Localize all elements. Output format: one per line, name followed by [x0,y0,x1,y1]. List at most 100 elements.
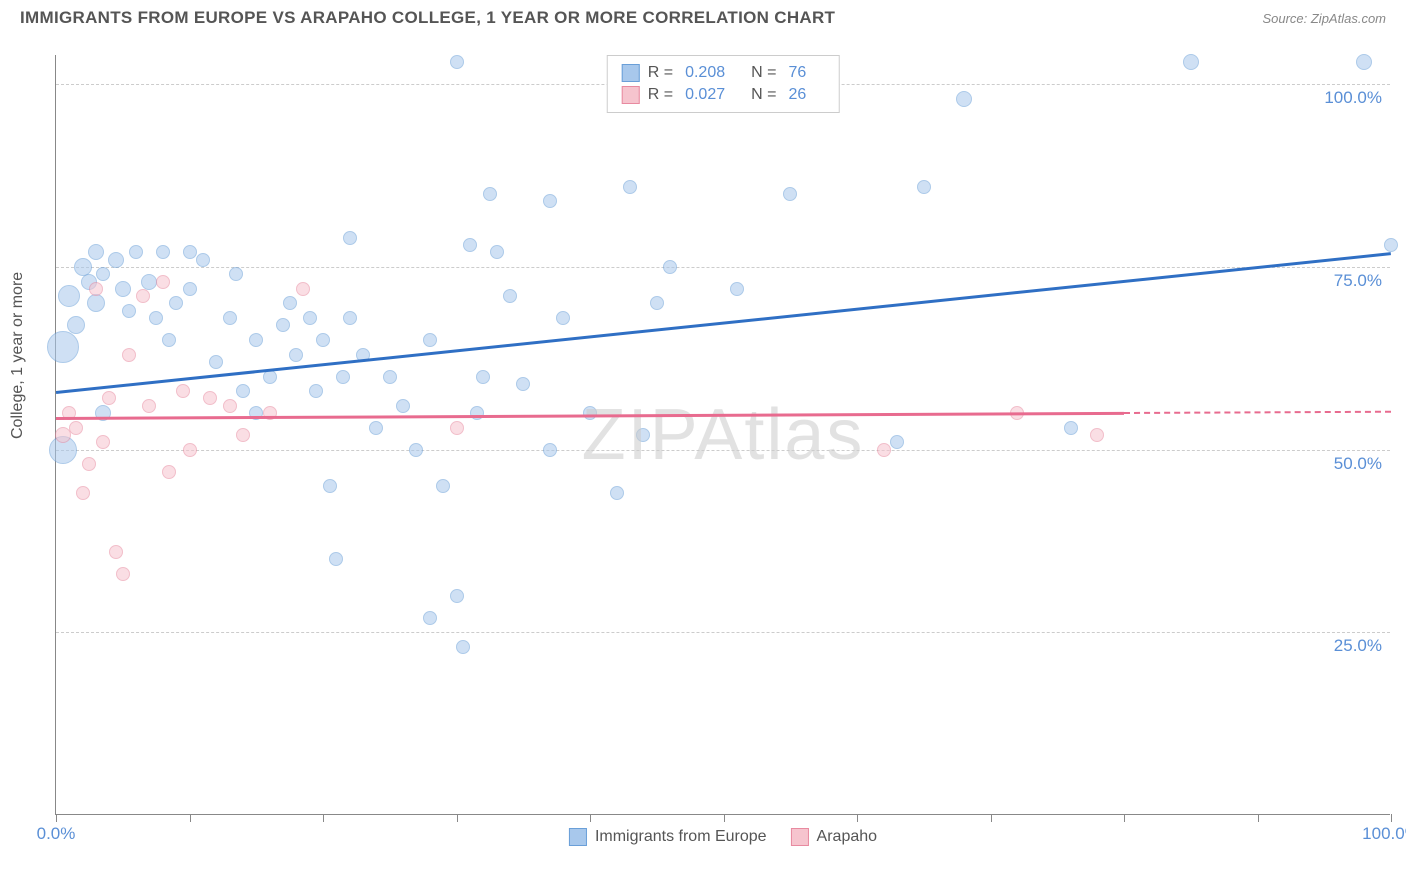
data-point [283,296,297,310]
legend-r-label: R = [648,86,673,104]
legend-series-label: Arapaho [817,828,878,846]
data-point [476,370,490,384]
data-point [162,465,176,479]
legend-series-item: Immigrants from Europe [569,828,767,846]
data-point [87,294,105,312]
data-point [122,304,136,318]
x-tick [457,814,458,822]
y-tick-label: 50.0% [1334,454,1382,474]
y-axis-label: College, 1 year or more [9,272,27,439]
x-tick [590,814,591,822]
x-tick [1258,814,1259,822]
data-point [109,545,123,559]
data-point [47,331,79,363]
data-point [450,589,464,603]
gridline [56,267,1390,268]
x-tick [857,814,858,822]
data-point [369,421,383,435]
data-point [82,457,96,471]
legend-r-label: R = [648,64,673,82]
watermark: ZIPAtlas [582,394,865,476]
data-point [423,333,437,347]
data-point [249,333,263,347]
trend-line [56,252,1391,393]
data-point [289,348,303,362]
data-point [343,231,357,245]
data-point [877,443,891,457]
legend-series: Immigrants from Europe Arapaho [569,828,877,846]
legend-swatch [791,828,809,846]
data-point [409,443,423,457]
data-point [323,479,337,493]
data-point [543,194,557,208]
data-point [516,377,530,391]
data-point [450,55,464,69]
legend-stat-row: R =0.208N =76 [622,62,825,84]
data-point [203,391,217,405]
data-point [663,260,677,274]
legend-swatch [569,828,587,846]
legend-n-label: N = [751,86,776,104]
x-tick-label: 0.0% [37,824,76,844]
data-point [69,421,83,435]
data-point [483,187,497,201]
data-point [1183,54,1199,70]
x-tick-label: 100.0% [1362,824,1406,844]
x-tick [724,814,725,822]
data-point [229,267,243,281]
data-point [142,399,156,413]
data-point [583,406,597,420]
x-tick [991,814,992,822]
data-point [309,384,323,398]
data-point [149,311,163,325]
data-point [183,282,197,296]
data-point [730,282,744,296]
data-point [96,267,110,281]
data-point [383,370,397,384]
data-point [1384,238,1398,252]
y-tick-label: 25.0% [1334,636,1382,656]
data-point [956,91,972,107]
header: IMMIGRANTS FROM EUROPE VS ARAPAHO COLLEG… [0,0,1406,32]
data-point [463,238,477,252]
legend-swatch [622,64,640,82]
data-point [343,311,357,325]
legend-n-label: N = [751,64,776,82]
data-point [88,244,104,260]
data-point [169,296,183,310]
data-point [276,318,290,332]
data-point [636,428,650,442]
data-point [223,311,237,325]
data-point [136,289,150,303]
x-tick [56,814,57,822]
trend-line-extrapolated [1124,410,1391,413]
data-point [108,252,124,268]
x-tick [323,814,324,822]
data-point [236,384,250,398]
legend-swatch [622,86,640,104]
legend-r-value: 0.027 [685,86,725,104]
data-point [89,282,103,296]
data-point [156,275,170,289]
data-point [1090,428,1104,442]
x-tick [190,814,191,822]
data-point [303,311,317,325]
data-point [183,443,197,457]
data-point [102,391,116,405]
data-point [543,443,557,457]
data-point [556,311,570,325]
data-point [490,245,504,259]
data-point [623,180,637,194]
x-tick [1391,814,1392,822]
data-point [436,479,450,493]
data-point [183,245,197,259]
data-point [917,180,931,194]
data-point [650,296,664,310]
data-point [129,245,143,259]
data-point [456,640,470,654]
gridline [56,632,1390,633]
data-point [450,421,464,435]
y-tick-label: 75.0% [1334,271,1382,291]
legend-stat-row: R =0.027N =26 [622,84,825,106]
data-point [67,316,85,334]
